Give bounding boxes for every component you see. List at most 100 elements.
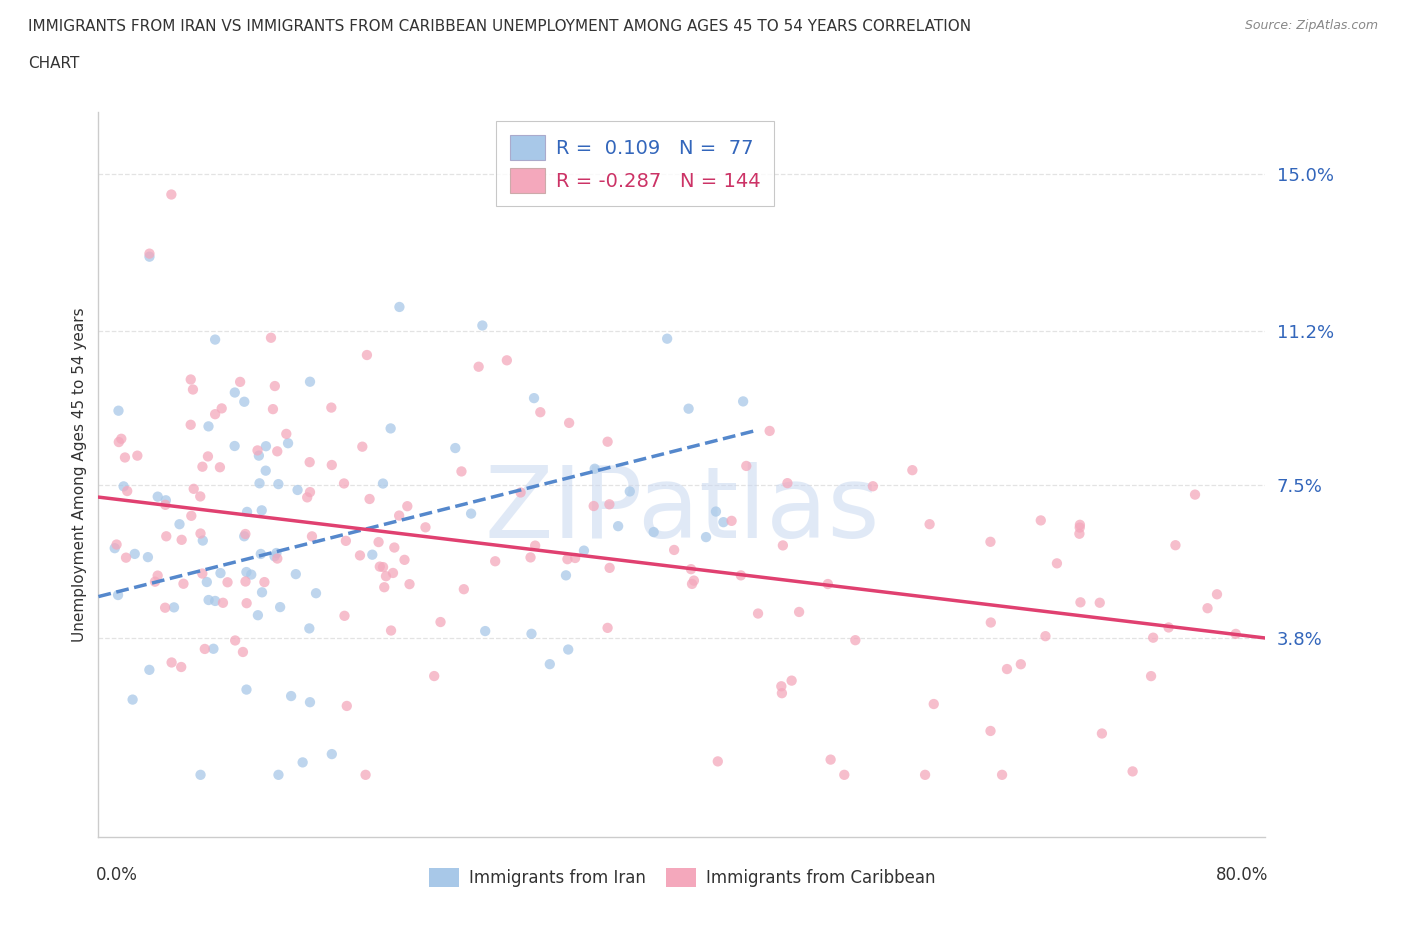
Point (529, 405, 551, 419)
Point (267, 477, 290, 492)
Point (202, 642, 225, 657)
Point (371, 560, 394, 575)
Point (235, 574, 257, 589)
Point (191, 566, 214, 581)
Point (235, 526, 257, 541)
Point (787, 604, 810, 619)
Point (235, 596, 257, 611)
Point (524, 538, 547, 553)
Point (1069, 517, 1091, 532)
Point (172, 577, 194, 591)
Y-axis label: Unemployment Among Ages 45 to 54 years: Unemployment Among Ages 45 to 54 years (72, 307, 87, 642)
Point (772, 538, 794, 552)
Point (388, 299, 411, 314)
Point (250, 585, 273, 600)
Point (356, 348, 378, 363)
Point (596, 434, 619, 449)
Point (250, 503, 273, 518)
Point (127, 448, 149, 463)
Point (1184, 487, 1206, 502)
Point (104, 540, 127, 555)
Point (105, 538, 128, 552)
Point (398, 577, 420, 591)
Point (679, 562, 702, 577)
Point (236, 504, 259, 519)
Point (415, 520, 437, 535)
Point (277, 436, 299, 451)
Point (572, 543, 595, 558)
Point (444, 441, 467, 456)
Text: CHART: CHART (28, 56, 80, 71)
Point (354, 767, 377, 782)
Point (233, 394, 256, 409)
Point (155, 529, 177, 544)
Point (844, 632, 866, 647)
Point (249, 547, 271, 562)
Point (107, 404, 129, 418)
Point (995, 661, 1018, 676)
Point (1197, 601, 1219, 616)
Point (280, 688, 302, 703)
Point (1069, 520, 1091, 535)
Point (918, 517, 941, 532)
Point (155, 498, 177, 512)
Point (191, 459, 214, 474)
Point (224, 385, 246, 400)
Point (305, 586, 328, 601)
Point (453, 582, 475, 597)
Point (1035, 629, 1057, 644)
Point (246, 443, 269, 458)
Point (583, 461, 606, 476)
Point (143, 574, 166, 589)
Point (582, 498, 605, 513)
Point (429, 615, 451, 630)
Point (197, 449, 219, 464)
Point (607, 519, 630, 534)
Point (235, 565, 257, 579)
Point (1206, 587, 1229, 602)
Point (519, 550, 541, 565)
Point (287, 483, 309, 498)
Point (212, 595, 235, 610)
Point (555, 568, 578, 583)
Point (253, 575, 276, 590)
Point (169, 517, 191, 532)
Point (834, 767, 856, 782)
Point (263, 549, 285, 564)
Point (295, 490, 318, 505)
Point (211, 401, 233, 416)
Point (1069, 526, 1091, 541)
Point (217, 575, 239, 590)
Point (368, 559, 391, 574)
Point (683, 573, 706, 588)
Point (138, 249, 160, 264)
Point (471, 318, 494, 333)
Point (695, 530, 717, 545)
Point (922, 697, 945, 711)
Point (375, 569, 398, 584)
Point (596, 620, 619, 635)
Point (467, 359, 489, 374)
Point (190, 767, 212, 782)
Point (394, 552, 416, 567)
Point (153, 600, 176, 615)
Point (557, 642, 579, 657)
Point (321, 458, 343, 472)
Point (643, 525, 665, 539)
Point (901, 463, 924, 478)
Point (1091, 726, 1114, 741)
Point (298, 455, 321, 470)
Point (138, 662, 160, 677)
Point (730, 568, 752, 583)
Point (862, 479, 884, 494)
Point (1010, 657, 1032, 671)
Point (914, 767, 936, 782)
Point (232, 644, 254, 659)
Point (599, 561, 621, 576)
Point (380, 421, 402, 436)
Point (373, 579, 395, 594)
Point (110, 432, 132, 446)
Point (124, 547, 146, 562)
Point (747, 606, 769, 621)
Point (180, 372, 202, 387)
